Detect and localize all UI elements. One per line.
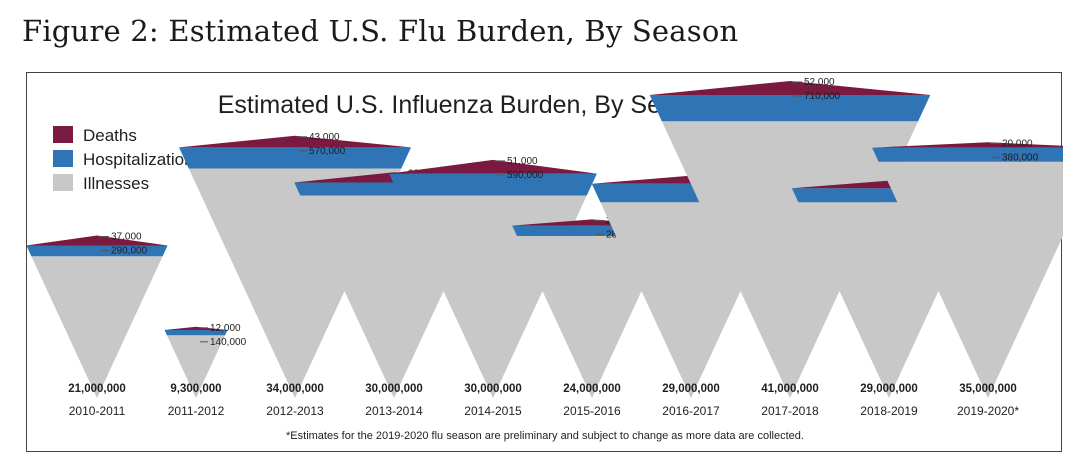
burden-chart: Estimated U.S. Influenza Burden, By Seas…	[27, 77, 1063, 442]
illnesses-area	[878, 161, 1063, 398]
season-tick-label: 2016-2017	[662, 404, 720, 418]
illnesses-value-label: 29,000,000	[662, 383, 720, 395]
hospitalizations-value-label: 710,000	[804, 91, 841, 102]
illnesses-value-label: 30,000,000	[365, 383, 423, 395]
hospitalizations-value-label: 140,000	[210, 337, 247, 348]
legend: Deaths Hospitalizations Illnesses	[53, 126, 202, 193]
illnesses-value-label: 24,000,000	[563, 383, 621, 395]
hospitalizations-band	[872, 147, 1063, 162]
deaths-tip	[164, 326, 228, 331]
legend-label-illnesses: Illnesses	[83, 174, 149, 193]
chart-frame: Estimated U.S. Influenza Burden, By Seas…	[26, 72, 1063, 452]
figure-title: Figure 2: Estimated U.S. Flu Burden, By …	[22, 14, 739, 48]
illnesses-value-label: 41,000,000	[761, 383, 819, 395]
season-tick-label: 2011-2012	[168, 404, 225, 418]
deaths-value-label: 51,000	[507, 156, 538, 167]
illnesses-value-label: 29,000,000	[860, 383, 918, 395]
illnesses-value-label: 34,000,000	[266, 383, 324, 395]
illnesses-value-label: 21,000,000	[68, 383, 126, 395]
illnesses-value-label: 9,300,000	[170, 383, 221, 395]
deaths-tip	[872, 142, 1063, 148]
deaths-tip	[178, 135, 412, 148]
season-tick-label: 2013-2014	[365, 404, 423, 418]
deaths-tip	[389, 159, 597, 174]
hospitalizations-band	[649, 94, 931, 122]
hospitalizations-band	[27, 245, 168, 257]
illnesses-value-label: 30,000,000	[464, 383, 522, 395]
season-tick-label: 2019-2020*	[957, 404, 1019, 418]
deaths-value-label: 52,000	[804, 77, 835, 88]
hospitalizations-value-label: 380,000	[1002, 152, 1039, 163]
season-tick-label: 2018-2019	[860, 404, 918, 418]
hospitalizations-band	[178, 147, 412, 169]
season-tick-label: 2010-2011	[69, 404, 126, 418]
deaths-value-label: 12,000	[210, 323, 241, 334]
legend-swatch-illnesses	[53, 174, 73, 191]
hospitalizations-band	[164, 330, 228, 336]
season-tick-label: 2015-2016	[563, 404, 621, 418]
season-tick-label: 2012-2013	[266, 404, 324, 418]
illnesses-value-label: 35,000,000	[959, 383, 1017, 395]
deaths-value-label: 43,000	[309, 132, 340, 143]
hospitalizations-value-label: 570,000	[309, 146, 346, 157]
illnesses-area	[166, 335, 226, 398]
legend-label-deaths: Deaths	[83, 126, 137, 145]
deaths-tip	[27, 235, 168, 246]
chart-marks: 37,000 290,000 21,000,000 2010-2011 12,000 14…	[27, 77, 1063, 418]
legend-swatch-hospitalizations	[53, 150, 73, 167]
season-tick-label: 2017-2018	[761, 404, 819, 418]
legend-label-hospitalizations: Hospitalizations	[83, 150, 202, 169]
hospitalizations-band	[389, 173, 597, 196]
hospitalizations-value-label: 590,000	[507, 170, 544, 181]
footnote: *Estimates for the 2019-2020 flu season …	[286, 430, 804, 442]
deaths-tip	[649, 80, 931, 95]
illnesses-area	[516, 236, 668, 398]
hospitalizations-value-label: 290,000	[111, 246, 148, 257]
legend-swatch-deaths	[53, 126, 73, 143]
illnesses-area	[31, 256, 163, 398]
deaths-value-label: 37,000	[111, 232, 142, 243]
season-tick-label: 2014-2015	[464, 404, 522, 418]
deaths-value-label: 20,000	[1002, 138, 1033, 149]
